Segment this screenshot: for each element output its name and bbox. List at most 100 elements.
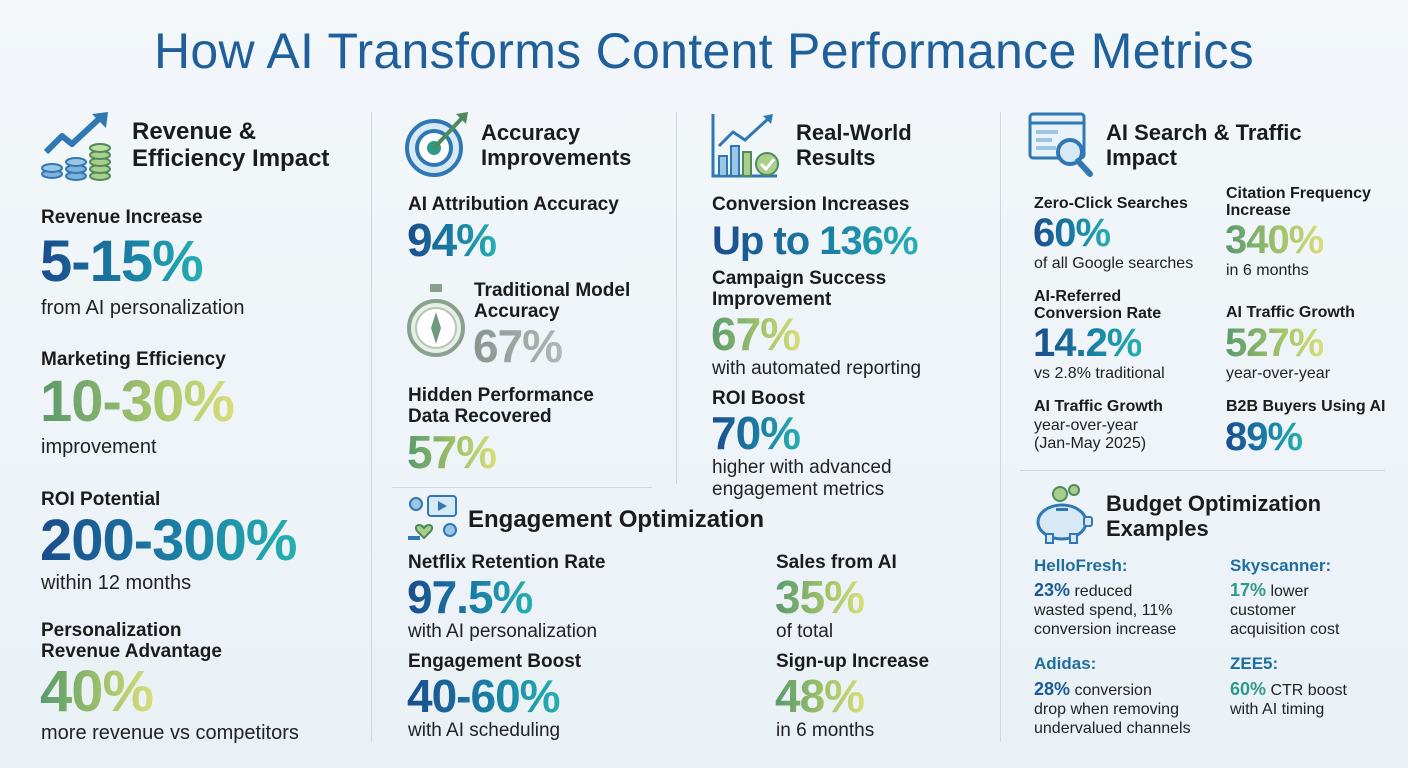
stat-label: AI Attribution Accuracy <box>408 194 619 215</box>
stat-note: vs 2.8% traditional <box>1034 365 1165 382</box>
example-text: undervalued channels <box>1034 720 1191 737</box>
stat-note: more revenue vs competitors <box>41 722 299 744</box>
stat-note: within 12 months <box>41 572 192 594</box>
stat-note: year-over-year <box>1226 365 1331 382</box>
stat-note: of all Google searches <box>1034 255 1194 272</box>
stat-value: 48% <box>775 670 865 722</box>
example-highlight: 60% <box>1230 679 1267 699</box>
stat-note: with automated reporting <box>712 358 922 379</box>
stat-value: 94% <box>407 214 497 266</box>
example-text: acquisition cost <box>1230 621 1340 638</box>
social-engagement-icon <box>408 495 457 540</box>
company-name: ZEE5: <box>1230 654 1279 673</box>
browser-search-icon <box>1028 112 1093 177</box>
stat-label: Citation Frequency <box>1226 185 1371 202</box>
example-highlight: 23% <box>1034 580 1071 600</box>
section-heading: AI Search & Traffic <box>1106 120 1302 145</box>
stat-value: 89% <box>1225 415 1303 459</box>
section-heading: Impact <box>1106 145 1177 170</box>
divider <box>1020 470 1385 471</box>
stat-note: with AI scheduling <box>408 720 561 741</box>
divider <box>1000 112 1001 742</box>
stat-label: ROI Boost <box>712 388 805 409</box>
example-text: conversion <box>1070 682 1152 699</box>
stat-value: 67% <box>711 308 801 360</box>
stat-value: 527% <box>1225 321 1324 365</box>
example-text: conversion increase <box>1034 621 1177 638</box>
piggy-bank-gears-icon <box>1036 484 1093 544</box>
stat-value: 97.5% <box>407 571 533 623</box>
stat-label: Zero-Click Searches <box>1034 195 1188 212</box>
divider <box>676 112 677 484</box>
bar-chart-check-icon <box>711 114 779 178</box>
stat-value: 60% <box>1033 211 1111 255</box>
coins-growth-icon <box>41 112 111 181</box>
company-name: Skyscanner: <box>1230 556 1332 575</box>
stat-label: B2B Buyers Using AI <box>1226 398 1386 415</box>
stat-label: Conversion Increases <box>712 194 910 215</box>
stat-note: higher with advanced <box>712 457 892 478</box>
stat-label: Data Recovered <box>408 406 552 427</box>
stat-note: year-over-year <box>1034 417 1139 434</box>
page-title: How AI Transforms Content Performance Me… <box>154 23 1254 79</box>
stat-label: Netflix Retention Rate <box>408 552 606 573</box>
stat-label: Sales from AI <box>776 552 897 573</box>
stat-value: 200-300% <box>40 508 297 573</box>
stat-note: in 6 months <box>1226 262 1309 279</box>
stat-value: 5-15% <box>40 229 204 294</box>
example-highlight: 28% <box>1034 679 1071 699</box>
stat-label: AI Traffic Growth <box>1226 304 1355 321</box>
stat-value: Up to 136% <box>712 219 919 263</box>
stat-note: in 6 months <box>776 720 875 741</box>
stat-value: 70% <box>711 407 801 459</box>
section-heading: Accuracy <box>481 120 581 145</box>
stat-value: 340% <box>1225 218 1324 262</box>
stat-label: Marketing Efficiency <box>41 349 226 370</box>
stat-value: 14.2% <box>1033 321 1142 365</box>
section-heading: Improvements <box>481 145 632 170</box>
company-name: HelloFresh: <box>1034 556 1128 575</box>
stat-value: 10-30% <box>40 369 235 434</box>
stat-value: 40% <box>40 659 154 724</box>
stat-note: (Jan-May 2025) <box>1034 435 1147 452</box>
stat-note: from AI personalization <box>41 297 245 319</box>
stat-value: 40-60% <box>407 670 561 722</box>
stat-value: 57% <box>407 426 497 478</box>
stat-label: Personalization <box>41 620 182 641</box>
example-text: lower <box>1266 583 1309 600</box>
example-text: reduced <box>1070 583 1133 600</box>
target-icon <box>405 112 468 177</box>
stat-label: Increase <box>1226 202 1291 219</box>
stat-label: ROI Potential <box>41 489 161 510</box>
section-heading: Efficiency Impact <box>132 145 330 172</box>
stat-note: of total <box>776 621 834 642</box>
example-text: wasted spend, 11% <box>1034 602 1173 619</box>
stat-label: AI-Referred <box>1034 288 1122 305</box>
stat-label: Traditional Model <box>474 280 631 301</box>
section-heading: Examples <box>1106 516 1209 541</box>
company-name: Adidas: <box>1034 654 1097 673</box>
stat-note: improvement <box>41 436 157 458</box>
stat-label: Sign-up Increase <box>776 651 930 672</box>
stat-label: Engagement Boost <box>408 651 582 672</box>
stat-value: 67% <box>473 320 563 372</box>
divider <box>371 112 372 742</box>
section-heading: Revenue & <box>132 118 257 145</box>
stat-label: Accuracy <box>474 301 560 322</box>
stat-note: with AI personalization <box>408 621 598 642</box>
stat-label: Campaign Success <box>712 268 887 289</box>
stat-value: 35% <box>775 571 865 623</box>
example-text: with AI timing <box>1230 701 1325 718</box>
stat-note: engagement metrics <box>712 479 885 500</box>
stat-label: Hidden Performance <box>408 385 594 406</box>
example-text: customer <box>1230 602 1296 619</box>
stat-label: Revenue Advantage <box>41 641 222 662</box>
section-heading: Budget Optimization <box>1106 491 1322 516</box>
stopwatch-icon <box>407 284 465 357</box>
section-heading: Engagement Optimization <box>468 506 765 533</box>
divider <box>392 487 652 488</box>
stat-label: Improvement <box>712 289 832 310</box>
section-heading: Real-World <box>796 120 912 145</box>
example-text: CTR boost <box>1266 682 1347 699</box>
stat-label: AI Traffic Growth <box>1034 398 1163 415</box>
